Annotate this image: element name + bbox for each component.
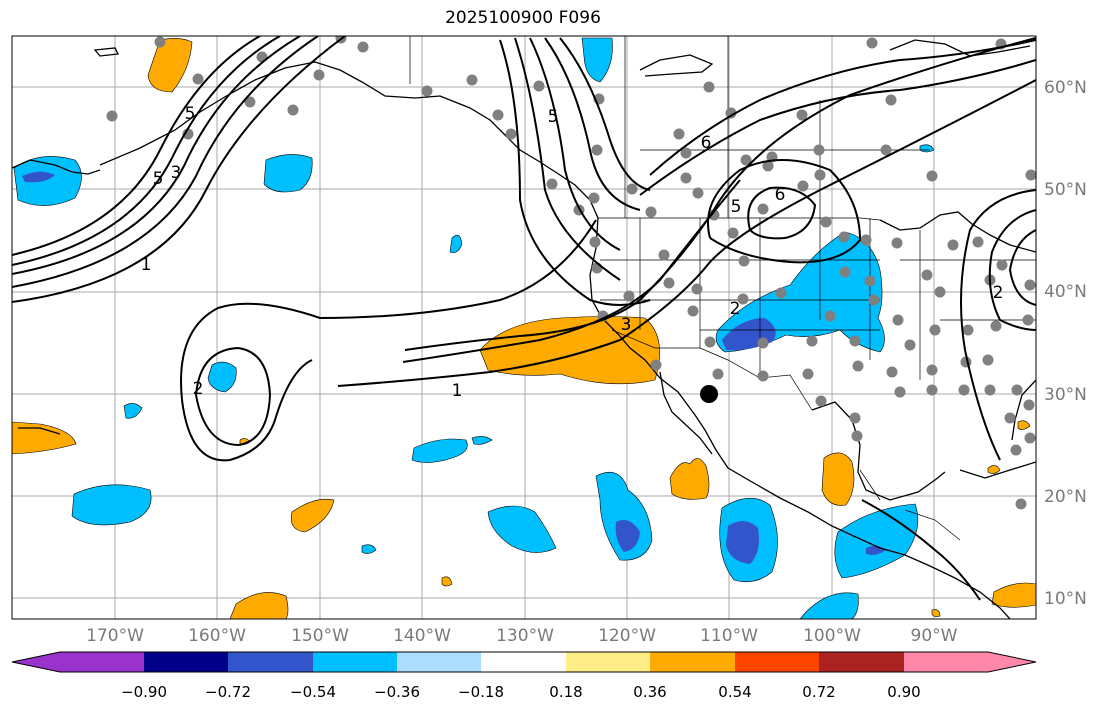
political-borders [409, 36, 1036, 541]
positive-anomaly-area [987, 465, 1001, 474]
colorbar-tick-label: −0.18 [458, 683, 504, 701]
negative-anomaly-area [449, 234, 463, 253]
positive-anomaly-area [991, 582, 1036, 608]
contour-label: 3 [171, 163, 182, 183]
lon-label: 120°W [598, 626, 656, 646]
negative-anomaly-area [123, 403, 143, 419]
colorbar-tick-label: 0.18 [549, 683, 583, 701]
station-markers [106, 36, 1036, 510]
lat-label: 30°N [1044, 385, 1087, 405]
location-marker [700, 385, 718, 403]
positive-anomaly-area [147, 38, 193, 93]
contour-label: 3 [621, 315, 632, 335]
contour-label: 1 [452, 381, 463, 401]
colorbar-segment [144, 652, 228, 672]
negative-anomaly-area [471, 436, 493, 445]
colorbar-segment [904, 652, 988, 672]
positive-anomaly-area [669, 458, 710, 500]
colorbar-segment [228, 652, 313, 672]
lat-label: 50°N [1044, 180, 1087, 200]
negative-anomaly-area [615, 519, 640, 552]
contour-label: 1 [141, 255, 152, 275]
contour-label: 6 [775, 185, 786, 205]
colorbar [11, 651, 1037, 673]
positive-anomaly-area [12, 421, 77, 455]
positive-anomaly-area [229, 592, 289, 619]
negative-anomaly-area [361, 544, 377, 554]
lon-label: 160°W [188, 626, 246, 646]
colorbar-segment [60, 652, 144, 672]
height-contours [12, 36, 1036, 601]
contour-label: 5 [548, 107, 559, 127]
contour-label: 5 [153, 169, 164, 189]
contour-label: 2 [730, 299, 741, 319]
colorbar-extend-low [12, 652, 60, 672]
lat-label: 40°N [1044, 282, 1087, 302]
positive-anomaly-area [931, 609, 941, 617]
map-frame [11, 35, 1037, 620]
lat-label: 10°N [1044, 589, 1087, 609]
negative-anomaly-area [22, 171, 55, 183]
lon-label: 130°W [496, 626, 554, 646]
colorbar-tick-label: 0.54 [718, 683, 752, 701]
contour-label: 5 [185, 104, 196, 124]
map-title: 2025100900 F096 [445, 8, 601, 28]
colorbar-segment [735, 652, 819, 672]
contour-label: 5 [731, 197, 742, 217]
lon-label: 90°W [910, 626, 958, 646]
colorbar-segment [819, 652, 904, 672]
colorbar-tick-label: −0.90 [121, 683, 167, 701]
contour-label: 2 [993, 283, 1004, 303]
colorbar-tick-label: −0.36 [374, 683, 420, 701]
colorbar-tick-label: 0.36 [633, 683, 667, 701]
contour-label: 6 [701, 133, 712, 153]
positive-anomaly-area [1017, 420, 1031, 430]
colorbar-segment [650, 652, 735, 672]
colorbar-segment [481, 652, 566, 672]
colorbar-segment [397, 652, 481, 672]
lat-label: 20°N [1044, 487, 1087, 507]
negative-anomaly-area [799, 592, 859, 619]
colorbar-tick-label: 0.72 [802, 683, 836, 701]
colorbar-tick-label: −0.72 [205, 683, 251, 701]
negative-anomaly-area [581, 37, 613, 83]
lat-label: 60°N [1044, 78, 1087, 98]
colorbar-tick-label: −0.54 [290, 683, 336, 701]
negative-anomaly-area [263, 154, 313, 193]
lon-label: 170°W [86, 626, 144, 646]
colorbar-segment [313, 652, 397, 672]
lon-label: 140°W [393, 626, 451, 646]
positive-anomaly-area [291, 498, 335, 533]
contour-label: 2 [193, 379, 204, 399]
contour-labels: 5 3 1 6 5 6 5 2 3 1 2 5 2 [141, 104, 1004, 401]
anomaly-shading [12, 37, 1036, 619]
negative-anomaly-area [411, 438, 468, 463]
negative-anomaly-area [726, 520, 759, 564]
colorbar-extend-high [988, 652, 1036, 672]
colorbar-tick-label: 0.90 [887, 683, 921, 701]
lon-label: 110°W [700, 626, 758, 646]
positive-anomaly-area [821, 452, 855, 506]
lon-label: 150°W [291, 626, 349, 646]
positive-anomaly-area [441, 576, 453, 587]
negative-anomaly-area [71, 484, 152, 526]
colorbar-segment [566, 652, 650, 672]
negative-anomaly-area [207, 361, 237, 393]
negative-anomaly-area [487, 505, 557, 553]
lon-label: 100°W [803, 626, 861, 646]
